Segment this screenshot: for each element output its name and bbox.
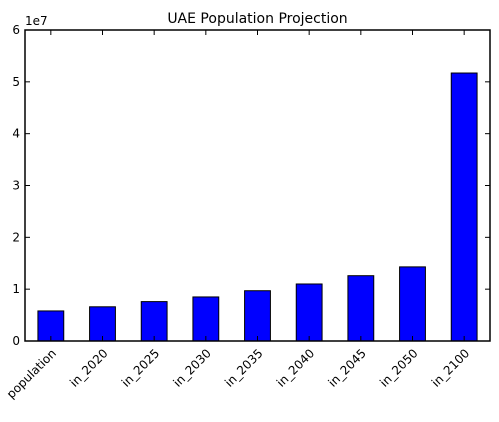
bar-in_2025 xyxy=(140,301,168,342)
x-tick-label-in_2035: in_2035 xyxy=(222,346,265,389)
y-tick-label: 5 xyxy=(12,75,20,89)
y-tick-label: 1 xyxy=(12,282,20,296)
bar-in_2020 xyxy=(89,306,116,342)
bar-in_2050 xyxy=(399,266,426,342)
bar-in_2040 xyxy=(295,283,323,342)
bar-in_2035 xyxy=(244,290,271,342)
y-tick-label: 2 xyxy=(12,230,20,244)
x-ticks-layer: population in_2020 in_2025 in_2030 in_2035 in… xyxy=(4,30,472,401)
x-tick-label-in_2050: in_2050 xyxy=(377,346,420,389)
x-tick-label-population: population xyxy=(4,346,59,401)
bar-population xyxy=(37,310,65,342)
x-tick-label-in_2025: in_2025 xyxy=(119,346,162,389)
x-tick-label-in_2040: in_2040 xyxy=(274,346,317,389)
bars-layer xyxy=(37,72,478,342)
y-tick-label: 4 xyxy=(12,127,20,141)
x-tick-label-in_2030: in_2030 xyxy=(170,346,213,389)
plot-frame xyxy=(24,29,491,342)
y-tick-label: 0 xyxy=(12,334,20,348)
chart-title: UAE Population Projection xyxy=(167,11,347,27)
y-axis-offset-label: 1e7 xyxy=(25,14,48,28)
bar-in_2045 xyxy=(347,275,375,342)
bar-in_2030 xyxy=(192,296,220,342)
bar-in_2100 xyxy=(450,72,478,342)
y-tick-label: 6 xyxy=(12,23,20,37)
y-tick-label: 3 xyxy=(12,179,20,193)
x-tick-label-in_2100: in_2100 xyxy=(429,346,472,389)
x-tick-label-in_2020: in_2020 xyxy=(67,346,110,389)
x-tick-label-in_2045: in_2045 xyxy=(325,346,368,389)
